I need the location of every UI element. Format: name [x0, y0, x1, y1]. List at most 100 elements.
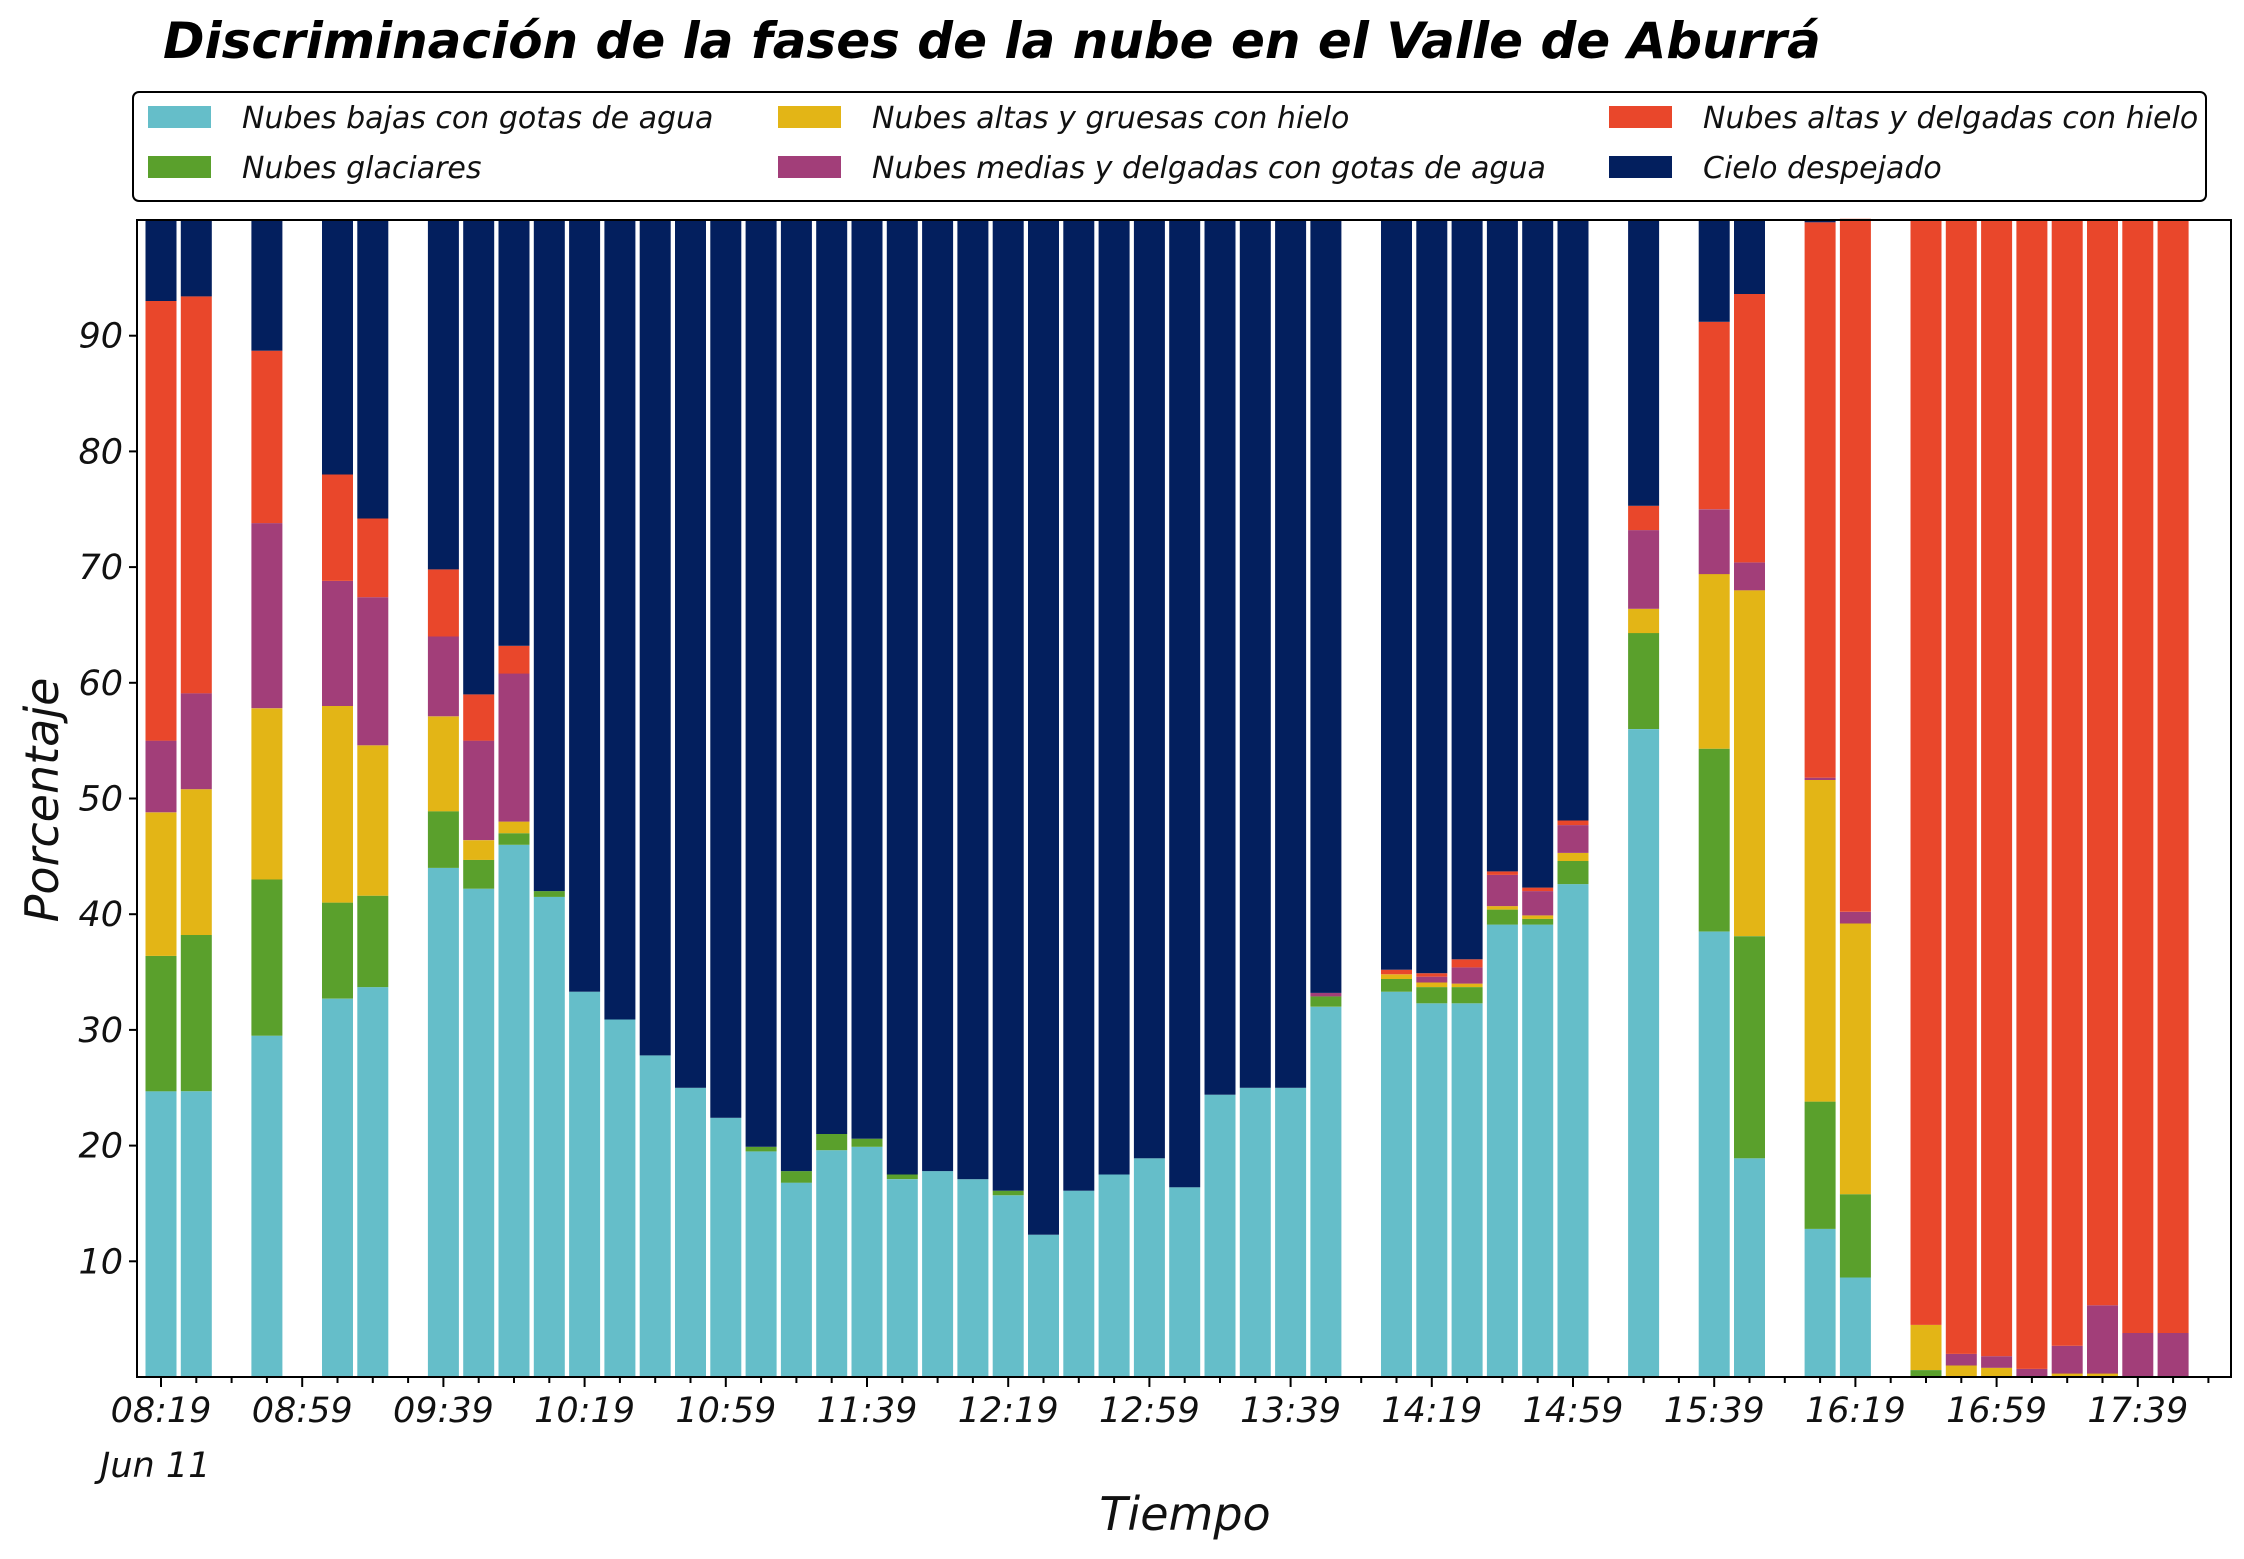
bar-segment-0829-s1	[180, 935, 212, 1092]
bar-segment-0909-s4	[322, 474, 353, 581]
bar-segment-1419-s1	[1416, 987, 1448, 1004]
bar-segment-0829-s2	[180, 789, 212, 935]
bar-segment-1429-s5	[1451, 220, 1483, 960]
bar-segment-1409-s1	[1381, 979, 1412, 992]
bar-segment-1549-s5	[1734, 220, 1765, 294]
bar-segment-1619-s2	[1839, 923, 1871, 1195]
bars-group	[145, 218, 2189, 1378]
bar-segment-1429-s4	[1451, 959, 1483, 968]
bar-segment-1139-s1	[851, 1138, 883, 1147]
bar-segment-1419-s5	[1416, 220, 1448, 974]
bar-segment-1719-s3	[2051, 1345, 2083, 1374]
bar-segment-1309-s5	[1169, 220, 1201, 1188]
bar-segment-1329-s5	[1239, 220, 1271, 1088]
bar-segment-1159-s5	[922, 220, 954, 1172]
legend-swatch	[778, 156, 841, 178]
x-axis-label: Tiempo	[1099, 1487, 1270, 1541]
legend-swatch	[778, 106, 841, 128]
bar-segment-0939-s2	[427, 716, 459, 812]
legend: Nubes bajas con gotas de agua Nubes glaci…	[132, 91, 2207, 202]
bar-segment-1119-s5	[780, 220, 812, 1172]
bar-segment-0919-s4	[357, 518, 389, 598]
bar-segment-0819-s0	[145, 1091, 177, 1377]
bar-segment-1639-s4	[1910, 220, 1942, 1325]
bar-segment-1649-s4	[1945, 220, 1977, 1354]
bar-segment-1219-s0	[992, 1195, 1024, 1377]
bar-segment-1429-s3	[1451, 967, 1483, 984]
y-tick-label: 10	[78, 1242, 123, 1282]
bar-segment-0959-s3	[498, 673, 530, 822]
bar-segment-1419-s2	[1416, 982, 1448, 988]
bar-segment-0949-s2	[463, 840, 495, 860]
bar-segment-1249-s5	[1098, 220, 1130, 1175]
bar-segment-1439-s5	[1486, 220, 1518, 872]
legend-swatch	[1609, 156, 1672, 178]
bar-segment-1609-s1	[1804, 1101, 1836, 1229]
bar-segment-1449-s4	[1522, 887, 1554, 892]
bar-segment-1539-s0	[1698, 931, 1730, 1377]
x-axis: 08:19 08:59 09:39 10:19 10:59 11:39 12:19 12:59…	[111, 1377, 2210, 1431]
bar-segment-1419-s4	[1416, 973, 1448, 977]
x-tick-label: 16:19	[1805, 1391, 1906, 1431]
bar-segment-1329-s0	[1239, 1087, 1271, 1378]
bar-segment-1439-s4	[1486, 871, 1518, 875]
y-tick-label: 80	[78, 432, 123, 472]
bar-segment-1459-s3	[1557, 825, 1589, 853]
x-tick-label: 09:39	[393, 1391, 494, 1431]
bar-segment-0919-s0	[357, 987, 389, 1377]
x-tick-label: 10:19	[534, 1391, 635, 1431]
x-tick-label: 11:39	[817, 1391, 918, 1431]
legend-entry: Nubes altas y gruesas con hielo	[872, 101, 1349, 136]
bar-segment-1129-s1	[816, 1134, 848, 1151]
bar-segment-1119-s0	[780, 1182, 812, 1377]
bar-segment-1019-s0	[569, 991, 601, 1377]
bar-segment-0849-s1	[251, 879, 283, 1036]
bar-segment-1719-s4	[2051, 220, 2083, 1346]
bar-segment-1409-s0	[1381, 991, 1412, 1377]
bar-segment-0959-s5	[498, 220, 530, 646]
legend-entry: Nubes glaciares	[242, 151, 482, 186]
bar-segment-1659-s4	[1981, 220, 2013, 1357]
bar-segment-1439-s3	[1486, 874, 1518, 907]
bar-segment-1459-s2	[1557, 852, 1589, 861]
bar-segment-1609-s4	[1804, 222, 1836, 778]
bar-segment-0919-s5	[357, 220, 389, 519]
bar-segment-1219-s1	[992, 1190, 1024, 1196]
bar-segment-1349-s1	[1310, 996, 1342, 1007]
bar-segment-1139-s5	[851, 220, 883, 1139]
legend-swatch	[148, 156, 211, 178]
bar-segment-1639-s2	[1910, 1324, 1942, 1370]
y-tick-label: 30	[78, 1011, 123, 1051]
bar-segment-0849-s3	[251, 523, 283, 709]
bar-segment-0849-s2	[251, 708, 283, 880]
bar-segment-1619-s4	[1839, 218, 1871, 912]
bar-segment-0909-s3	[322, 581, 353, 706]
y-axis: 10 20 30 40 50 60 70 80 90	[78, 317, 137, 1282]
bar-segment-1409-s2	[1381, 974, 1412, 979]
bar-segment-1239-s0	[1063, 1190, 1095, 1377]
legend-entry: Nubes altas y delgadas con hielo	[1703, 101, 2198, 136]
y-axis-label: Porcentaje	[15, 678, 69, 923]
bar-segment-0949-s5	[463, 220, 495, 695]
bar-segment-0849-s5	[251, 220, 283, 351]
bar-segment-1459-s4	[1557, 820, 1589, 826]
bar-segment-1029-s0	[604, 1019, 636, 1377]
bar-segment-1519-s2	[1628, 608, 1660, 634]
bar-segment-0939-s1	[427, 811, 459, 868]
bar-segment-0959-s2	[498, 821, 530, 834]
bar-segment-1419-s0	[1416, 1003, 1448, 1377]
bar-segment-0829-s0	[180, 1091, 212, 1377]
bar-segment-1219-s5	[992, 220, 1024, 1191]
bar-segment-1609-s3	[1804, 777, 1836, 780]
bar-segment-0939-s0	[427, 867, 459, 1377]
bar-segment-1449-s2	[1522, 915, 1554, 919]
bar-segment-0829-s3	[180, 693, 212, 790]
bar-segment-1519-s5	[1628, 220, 1660, 506]
bar-segment-0919-s1	[357, 895, 389, 988]
x-tick-label: 13:39	[1240, 1391, 1341, 1431]
bar-segment-1609-s5	[1804, 220, 1836, 223]
bar-segment-1409-s4	[1381, 969, 1412, 975]
bar-segment-0939-s4	[427, 569, 459, 637]
bar-segment-0819-s2	[145, 812, 177, 956]
bar-segment-1439-s0	[1486, 924, 1518, 1377]
